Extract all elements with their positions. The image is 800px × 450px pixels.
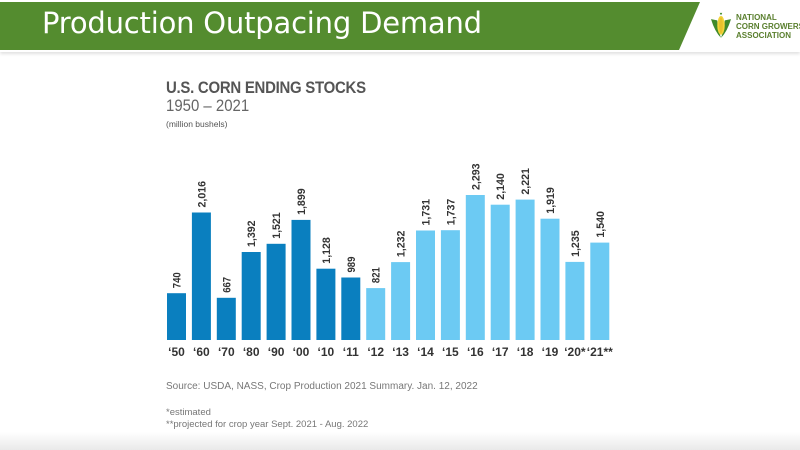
bar-4 — [266, 243, 286, 340]
bar-6 — [316, 268, 336, 340]
category-label: ‘15 — [442, 345, 459, 359]
value-label: 2,293 — [470, 164, 482, 191]
category-label: ‘19 — [542, 345, 559, 359]
category-label: ‘60 — [193, 345, 210, 359]
category-label: ‘20* — [564, 345, 586, 359]
corn-icon — [711, 12, 731, 38]
value-label: 740 — [172, 272, 184, 288]
value-label: 989 — [346, 257, 358, 273]
value-label: 667 — [221, 277, 233, 293]
bar-12 — [465, 195, 485, 340]
logo-line: CORN GROWERS — [736, 22, 800, 31]
category-label: ‘00 — [293, 345, 310, 359]
category-label: ‘13 — [392, 345, 409, 359]
category-label: ‘21** — [587, 345, 613, 359]
category-label: ‘18 — [517, 345, 534, 359]
category-label: ‘70 — [218, 345, 235, 359]
category-label: ‘50 — [168, 345, 185, 359]
slide-title: Production Outpacing Demand — [42, 6, 482, 40]
category-label: ‘10 — [318, 345, 335, 359]
category-label: ‘17 — [492, 345, 509, 359]
chart-title: U.S. CORN ENDING STOCKS — [166, 78, 366, 97]
value-label: 1,540 — [595, 211, 607, 238]
bar-7 — [341, 277, 361, 340]
bottom-shadow — [0, 432, 800, 450]
category-label: ‘14 — [417, 345, 434, 359]
bar-16 — [565, 261, 585, 340]
value-label: 2,140 — [495, 173, 507, 200]
value-label: 1,392 — [246, 221, 258, 248]
value-label: 1,235 — [570, 230, 582, 257]
value-label: 1,919 — [545, 187, 557, 214]
value-label: 1,232 — [396, 231, 408, 258]
value-label: 1,521 — [271, 212, 283, 239]
bar-14 — [515, 199, 535, 340]
source-note: Source: USDA, NASS, Crop Production 2021… — [166, 381, 478, 392]
projected-note: **projected for crop year Sept. 2021 - A… — [166, 419, 369, 430]
chart-unit-label: (million bushels) — [166, 119, 228, 129]
bar-5 — [291, 219, 311, 340]
category-label: ‘80 — [243, 345, 260, 359]
logo-line: NATIONAL — [736, 13, 777, 22]
value-label: 1,899 — [296, 188, 308, 215]
value-label: 1,128 — [321, 237, 333, 264]
bar-1 — [191, 212, 211, 340]
bar-13 — [490, 204, 510, 340]
bar-2 — [216, 297, 236, 340]
logo-text: NATIONAL CORN GROWERS ASSOCIATION — [736, 13, 800, 40]
bar-0 — [167, 293, 186, 340]
estimated-note: *estimated — [166, 407, 211, 418]
value-label: 821 — [371, 267, 383, 283]
bar-10 — [416, 230, 435, 340]
logo-line: ASSOCIATION — [736, 31, 791, 40]
value-label: 1,731 — [421, 199, 433, 226]
bar-11 — [440, 230, 460, 340]
bar-17 — [590, 242, 610, 340]
category-label: ‘12 — [367, 345, 384, 359]
slide-header: Production Outpacing Demand NATIONAL COR… — [0, 0, 800, 52]
value-label: 2,221 — [520, 168, 532, 195]
bar-9 — [391, 262, 411, 340]
category-label: ‘11 — [343, 345, 359, 359]
category-label: ‘90 — [268, 345, 285, 359]
bar-8 — [366, 288, 386, 340]
chart-subtitle: 1950 – 2021 — [166, 96, 250, 115]
bar-15 — [540, 218, 560, 340]
bar-3 — [241, 252, 261, 340]
header-band — [0, 2, 700, 50]
ncga-logo: NATIONAL CORN GROWERS ASSOCIATION — [706, 4, 800, 48]
value-label: 1,737 — [445, 199, 457, 226]
category-label: ‘16 — [467, 345, 484, 359]
value-label: 2,016 — [196, 181, 208, 208]
